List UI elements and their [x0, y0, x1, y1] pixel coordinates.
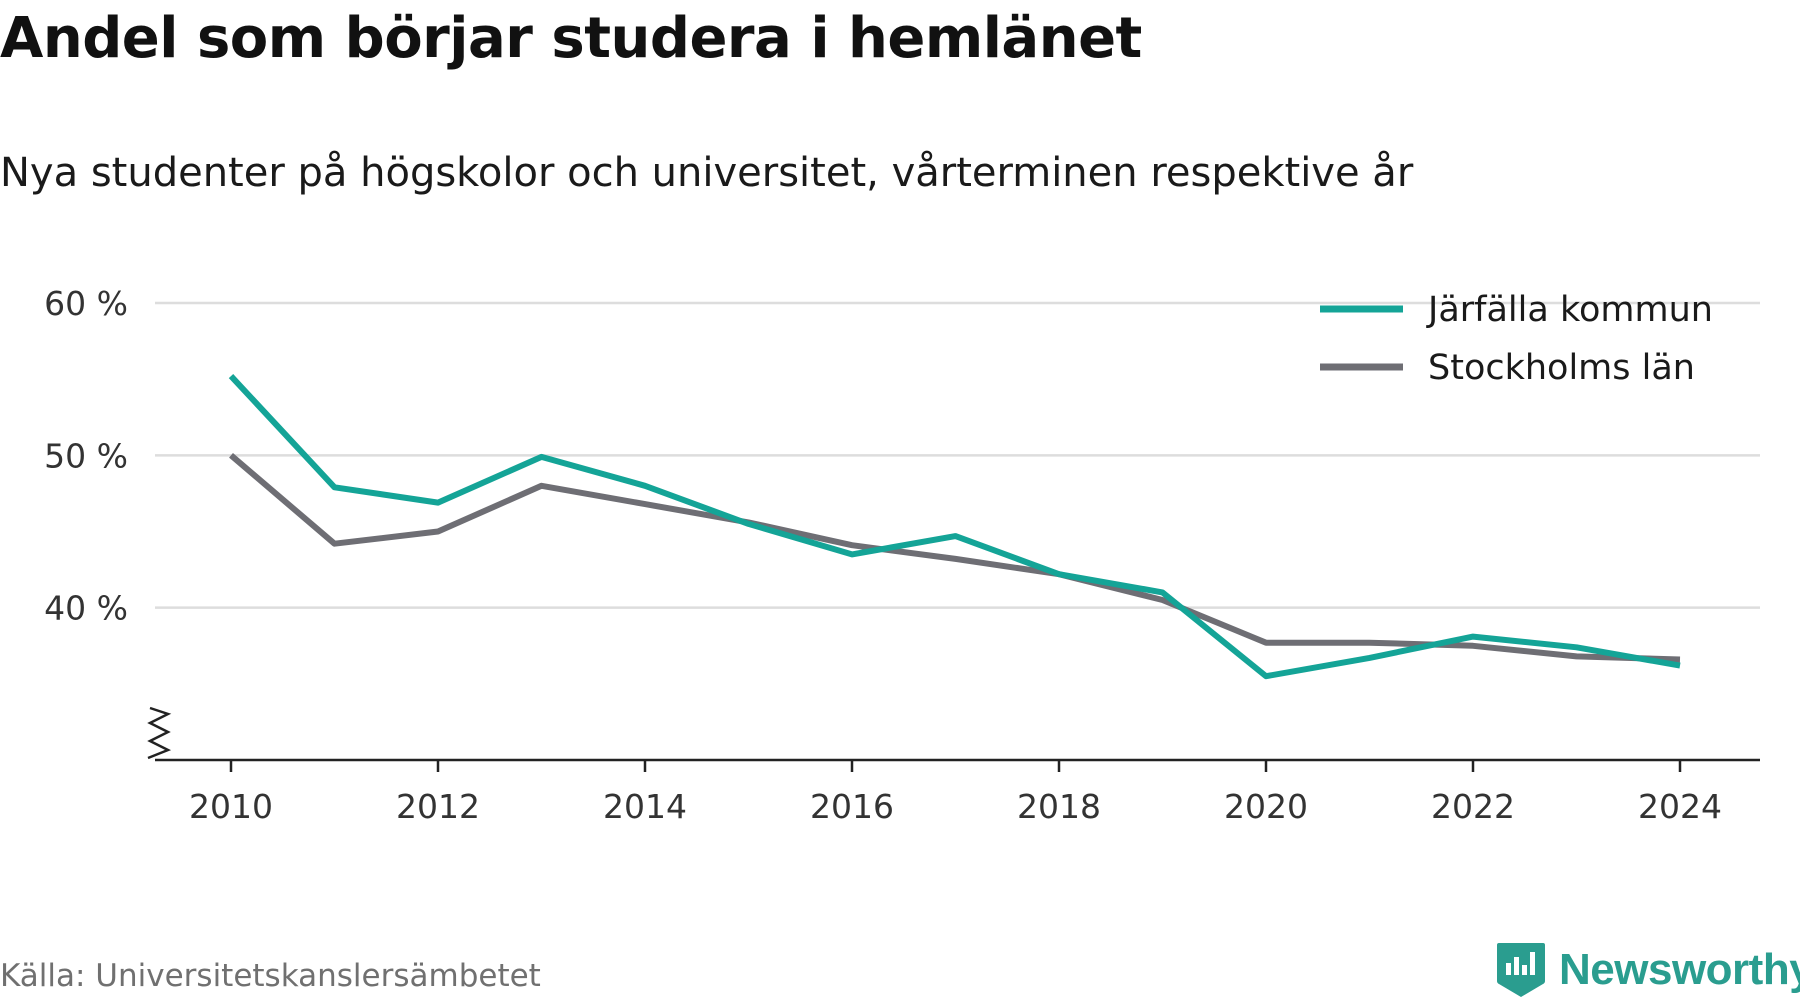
- legend-label: Stockholms län: [1428, 348, 1695, 388]
- brand-name: Newsworthy: [1559, 945, 1800, 994]
- x-tick-label: 2018: [1017, 787, 1101, 826]
- x-tick-label: 2022: [1431, 787, 1515, 826]
- chart-title: Andel som börjar studera i hemlänet: [0, 6, 1142, 71]
- chart-subtitle: Nya studenter på högskolor och universit…: [0, 150, 1414, 196]
- x-tick-label: 2024: [1638, 787, 1722, 826]
- series-line-2: [229, 453, 1681, 663]
- series-line-1: [228, 374, 1681, 680]
- x-tick-label: 2020: [1224, 787, 1308, 826]
- axis-break-icon: [147, 706, 172, 760]
- y-tick-label: 40 %: [44, 589, 128, 628]
- legend-label: Järfälla kommun: [1426, 290, 1713, 330]
- y-tick-label: 50 %: [44, 436, 128, 475]
- y-tick-label: 60 %: [44, 284, 128, 323]
- brand-logo: Newsworthy: [1495, 940, 1800, 1000]
- source-note: Källa: Universitetskanslersämbetet: [0, 958, 541, 994]
- x-tick-label: 2016: [810, 787, 894, 826]
- x-tick-label: 2010: [189, 787, 273, 826]
- x-tick-label: 2014: [603, 787, 687, 826]
- line-chart: 40 % 50 % 60 % 2010 2012 2014 2016 2018 2020 2022…: [44, 284, 1760, 826]
- x-tick-label: 2012: [396, 787, 480, 826]
- newsworthy-logo-icon: [1497, 943, 1545, 997]
